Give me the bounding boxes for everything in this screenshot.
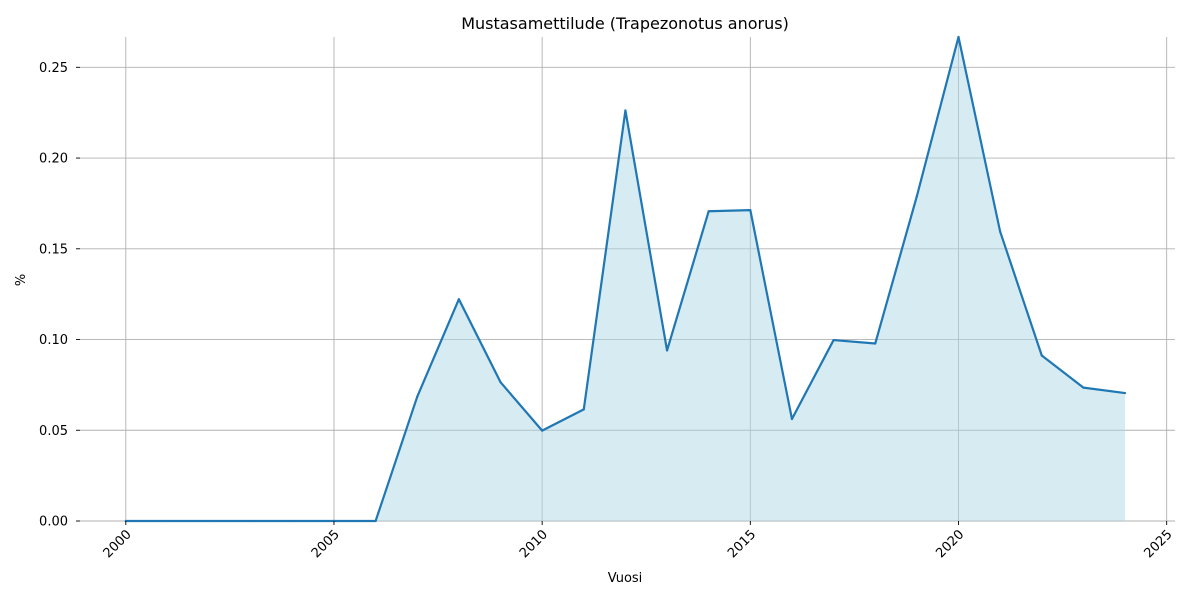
x-tick-label: 2010	[517, 527, 551, 561]
x-tick-label: 2000	[101, 527, 135, 561]
area-fill	[125, 37, 1126, 521]
data-point	[874, 342, 877, 345]
data-point	[374, 519, 377, 523]
data-point	[1040, 354, 1043, 357]
y-tick-label: 0.25	[39, 61, 68, 76]
data-point	[1123, 391, 1127, 395]
x-axis-label: Vuosi	[608, 571, 643, 586]
data-point	[249, 519, 252, 523]
data-point	[166, 519, 169, 523]
y-tick-label: 0.20	[39, 152, 68, 167]
data-point	[624, 109, 627, 112]
y-tick-label: 0.00	[39, 515, 68, 530]
data-point	[416, 395, 419, 398]
data-point	[499, 381, 502, 384]
chart-title: Mustasamettilude (Trapezonotus anorus)	[461, 14, 789, 33]
x-tick-label: 2025	[1141, 527, 1175, 561]
data-point	[790, 417, 794, 421]
data-point	[957, 35, 960, 39]
data-point	[999, 230, 1002, 233]
y-tick-label: 0.05	[39, 424, 68, 439]
x-tick-label: 2020	[933, 527, 967, 561]
data-point	[707, 210, 710, 213]
x-tick-label: 2015	[725, 527, 759, 561]
data-point	[665, 349, 669, 352]
data-point	[749, 209, 752, 212]
data-point	[915, 195, 918, 198]
data-point	[582, 408, 585, 411]
y-tick-label: 0.15	[39, 242, 68, 257]
data-point	[207, 519, 211, 523]
data-point	[291, 519, 294, 523]
y-axis-label: %	[14, 274, 29, 286]
data-point	[1082, 386, 1085, 389]
data-point	[541, 429, 544, 432]
data-point	[457, 298, 460, 301]
data-point	[832, 338, 835, 342]
y-tick-label: 0.10	[39, 333, 68, 348]
x-tick-label: 2005	[309, 527, 343, 561]
